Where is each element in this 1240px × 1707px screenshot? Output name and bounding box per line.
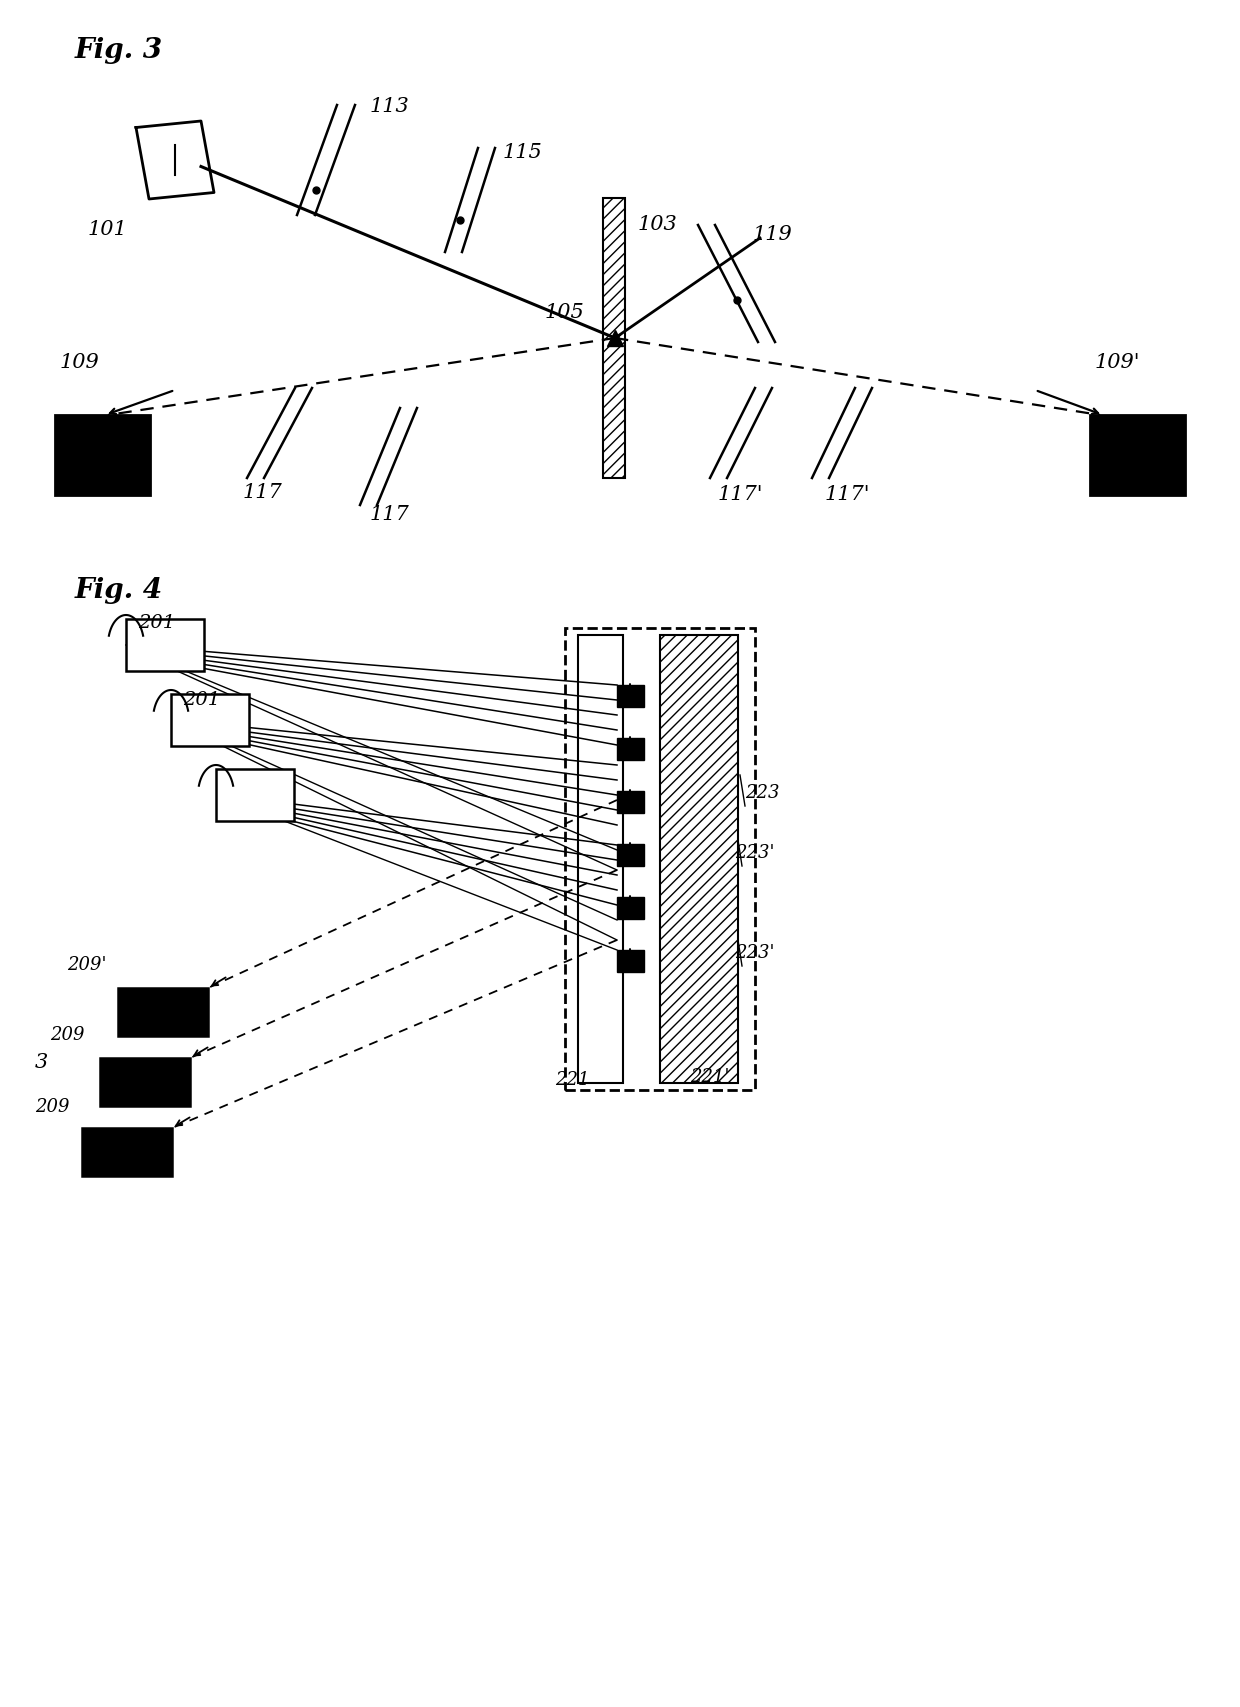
Text: Fig. 3: Fig. 3 xyxy=(74,38,164,63)
Text: 223: 223 xyxy=(745,784,780,802)
Bar xyxy=(618,737,644,760)
Text: 109: 109 xyxy=(60,353,99,372)
Bar xyxy=(82,1128,172,1176)
Text: 117': 117' xyxy=(825,485,870,504)
Bar xyxy=(618,843,644,865)
Text: 109': 109' xyxy=(1095,353,1141,372)
Text: 209: 209 xyxy=(50,1026,84,1045)
Bar xyxy=(618,951,644,971)
Bar xyxy=(55,415,150,495)
Text: 103: 103 xyxy=(639,215,678,234)
Text: 101: 101 xyxy=(88,220,128,239)
Text: 221': 221' xyxy=(689,1069,729,1086)
Text: 201: 201 xyxy=(184,691,221,708)
Bar xyxy=(1090,415,1185,495)
Text: 209: 209 xyxy=(35,1098,69,1116)
Text: 105: 105 xyxy=(546,304,585,323)
Bar xyxy=(216,768,294,821)
Text: 3: 3 xyxy=(35,1053,48,1072)
Text: 113: 113 xyxy=(370,97,409,116)
Text: 115: 115 xyxy=(503,143,543,162)
Bar xyxy=(618,790,644,813)
Bar xyxy=(578,635,622,1082)
Text: 223': 223' xyxy=(735,944,775,963)
Bar xyxy=(618,896,644,918)
Text: 201: 201 xyxy=(138,615,175,632)
Bar xyxy=(171,695,249,746)
Bar xyxy=(565,628,755,1091)
Text: 223': 223' xyxy=(735,843,775,862)
Text: 221: 221 xyxy=(556,1070,589,1089)
Bar xyxy=(660,635,738,1082)
Text: Fig. 4: Fig. 4 xyxy=(74,577,164,604)
Text: 117: 117 xyxy=(370,505,409,524)
Text: 209': 209' xyxy=(67,956,107,975)
Bar xyxy=(618,685,644,707)
Bar xyxy=(118,988,208,1036)
Bar xyxy=(126,620,205,671)
Bar xyxy=(100,1058,190,1106)
Text: 117: 117 xyxy=(243,483,283,502)
Text: 119: 119 xyxy=(753,225,792,244)
Bar xyxy=(603,198,625,478)
Text: 117': 117' xyxy=(718,485,764,504)
